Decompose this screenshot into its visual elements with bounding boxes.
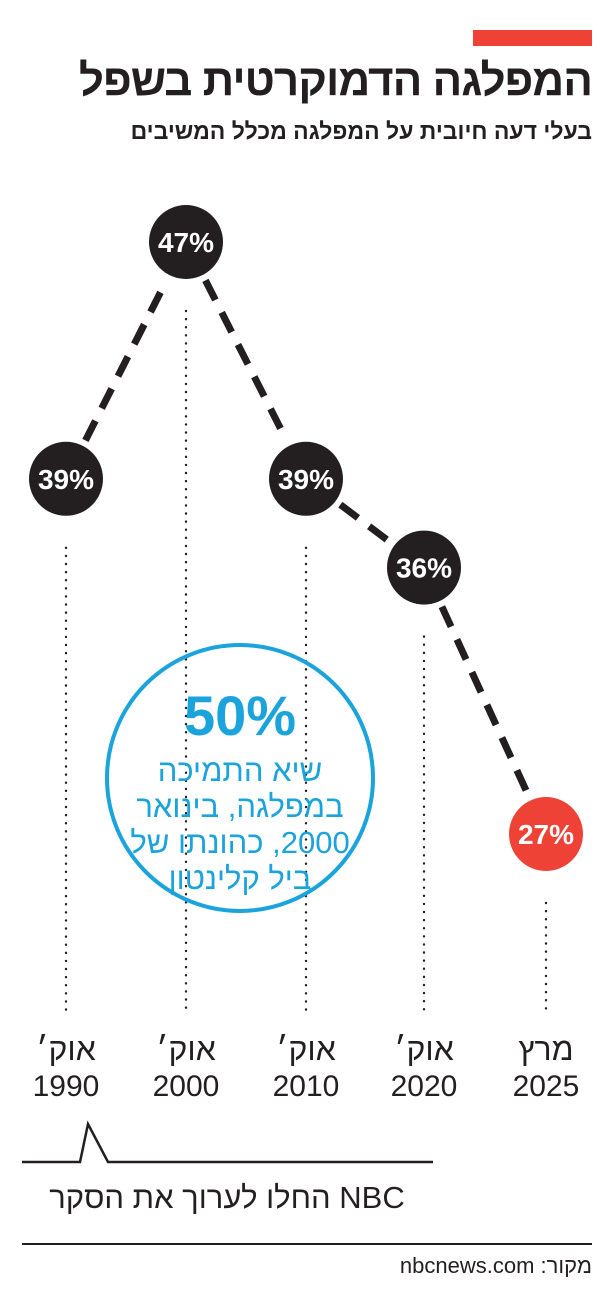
series-segment	[202, 278, 290, 443]
accent-bar	[473, 30, 592, 46]
data-label: 39%	[38, 464, 94, 495]
x-tick-year: 2025	[513, 1070, 580, 1103]
series-segment	[338, 501, 392, 545]
callout-value: 50%	[183, 684, 297, 747]
data-label: 27%	[518, 819, 574, 850]
callout-text: שיא התמיכה במפלגה, בינואר 2000, כהונתו ש…	[130, 753, 350, 896]
x-tick-month: מרץ	[518, 1031, 573, 1067]
bottom-divider	[22, 1243, 592, 1245]
x-tick-month: אוק׳	[156, 1031, 216, 1067]
series-line	[82, 278, 532, 797]
data-point-2025	[509, 797, 583, 871]
data-label: 36%	[396, 553, 452, 584]
data-label: 47%	[158, 227, 214, 258]
line-chart: 39%47%39%36%27% אוק׳1990אוק׳2000אוק׳2010…	[22, 205, 583, 1164]
x-tick-year: 2000	[153, 1070, 220, 1103]
chart-subtitle: בעלי דעה חיובית על המפלגה מכלל המשיבים	[130, 118, 592, 144]
x-tick-month: אוק׳	[36, 1031, 96, 1067]
x-tick-year: 2010	[273, 1070, 340, 1103]
data-point-2000	[149, 205, 223, 279]
x-tick-month: אוק׳	[394, 1031, 454, 1067]
x-tick-year: 1990	[33, 1070, 100, 1103]
x-tick-year: 2020	[391, 1070, 458, 1103]
data-markers: 39% 47% 39% 36% 27%	[29, 205, 583, 871]
series-segment	[82, 278, 170, 443]
data-label: 39%	[278, 464, 334, 495]
data-point-1990	[29, 441, 103, 516]
data-point-2020	[387, 530, 461, 605]
survey-start-note: NBC החלו לערוך את הסקר	[49, 1180, 405, 1215]
peak-callout: 50% שיא התמיכה במפלגה, בינואר 2000, כהונ…	[105, 643, 375, 913]
x-tick-month: אוק׳	[276, 1031, 336, 1067]
series-segment	[438, 605, 532, 797]
survey-start-bracket	[22, 1120, 433, 1164]
source-credit: מקור: nbcnews.com	[399, 1253, 592, 1278]
chart-title: המפלגה הדמוקרטית בשפל	[78, 56, 593, 105]
data-point-2010	[269, 441, 343, 516]
